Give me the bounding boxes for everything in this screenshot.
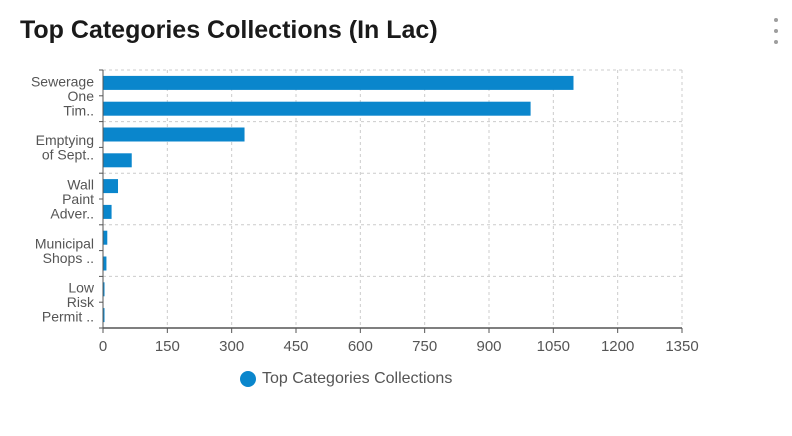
y-category-label: One [68, 88, 95, 104]
x-tick-label: 300 [219, 338, 244, 355]
y-category-label: Adver.. [50, 206, 94, 222]
bar [103, 101, 531, 116]
menu-dot [774, 29, 778, 33]
y-category-label: Permit .. [42, 309, 94, 325]
bar [103, 204, 112, 219]
kebab-menu-icon[interactable] [766, 18, 786, 44]
bar [103, 256, 107, 271]
menu-dot [774, 40, 778, 44]
y-category-label: Sewerage [31, 73, 94, 89]
bar [103, 179, 119, 194]
y-category-label: Wall [67, 177, 94, 193]
bar [103, 282, 105, 297]
x-tick-label: 1200 [601, 338, 634, 355]
y-category-label: Paint [62, 191, 94, 207]
bar [103, 308, 105, 323]
bar [103, 230, 108, 245]
x-tick-label: 600 [348, 338, 373, 355]
legend-label: Top Categories Collections [262, 370, 453, 387]
menu-dot [774, 18, 778, 22]
y-category-label: Shops .. [43, 250, 94, 266]
x-tick-label: 450 [283, 338, 308, 355]
bar [103, 127, 245, 142]
x-tick-label: 150 [155, 338, 180, 355]
x-tick-label: 0 [99, 338, 107, 355]
legend-swatch-icon [240, 371, 256, 387]
y-category-label: of Sept.. [42, 147, 94, 163]
y-category-label: Low [68, 280, 95, 296]
y-category-label: Risk [67, 294, 95, 310]
y-category-label: Tim.. [63, 102, 94, 118]
y-category-label: Municipal [35, 235, 94, 251]
x-tick-label: 1050 [537, 338, 570, 355]
y-category-label: Emptying [36, 132, 94, 148]
legend[interactable]: Top Categories Collections [240, 370, 452, 388]
bar [103, 153, 132, 168]
x-tick-label: 750 [412, 338, 437, 355]
bar [103, 75, 574, 90]
x-tick-label: 900 [476, 338, 501, 355]
card-title: Top Categories Collections (In Lac) [20, 16, 438, 44]
x-tick-label: 1350 [665, 338, 698, 355]
